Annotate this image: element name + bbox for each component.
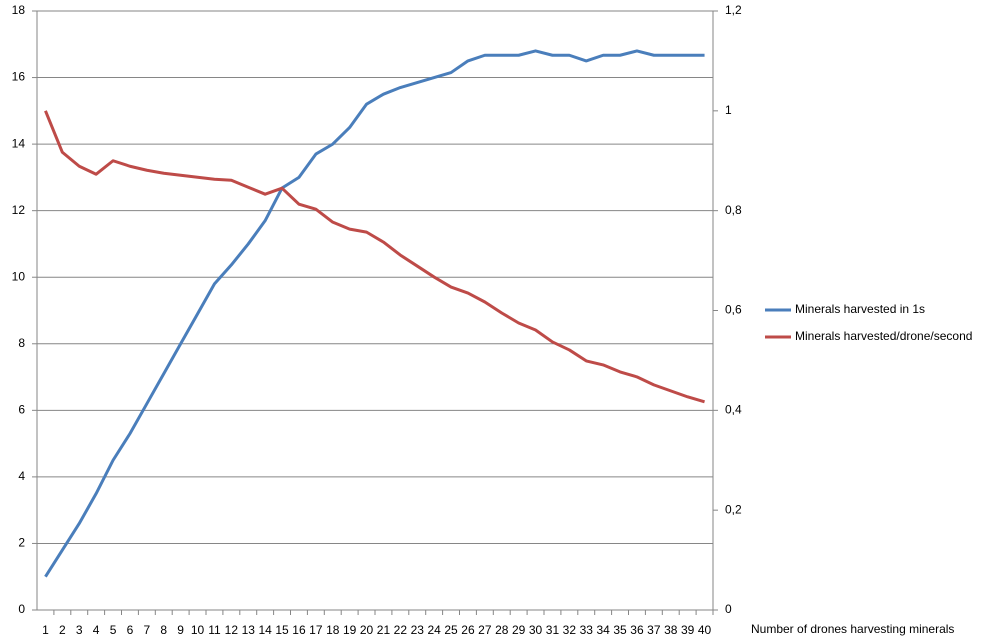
- y-tick-label: 6: [18, 403, 25, 417]
- y2-tick-label: 0: [725, 602, 732, 616]
- x-tick-label: 22: [394, 623, 408, 637]
- x-tick-label: 2: [59, 623, 66, 637]
- y-tick-label: 14: [12, 136, 26, 150]
- x-tick-label: 34: [596, 623, 610, 637]
- x-tick-label: 18: [326, 623, 340, 637]
- x-tick-label: 3: [76, 623, 83, 637]
- x-tick-label: 16: [292, 623, 306, 637]
- x-tick-label: 13: [242, 623, 256, 637]
- x-tick-label: 37: [647, 623, 661, 637]
- x-tick-label: 21: [377, 623, 391, 637]
- x-tick-label: 9: [177, 623, 184, 637]
- x-tick-label: 11: [208, 623, 221, 637]
- x-tick-label: 10: [191, 623, 205, 637]
- x-tick-label: 24: [427, 623, 441, 637]
- x-tick-label: 7: [144, 623, 151, 637]
- x-tick-label: 26: [461, 623, 475, 637]
- x-tick-label: 5: [110, 623, 117, 637]
- x-tick-label: 28: [495, 623, 509, 637]
- x-tick-label: 4: [93, 623, 100, 637]
- x-tick-label: 23: [411, 623, 425, 637]
- y-tick-label: 4: [18, 469, 25, 483]
- y2-tick-label: 0,6: [725, 303, 742, 317]
- x-tick-label: 33: [580, 623, 594, 637]
- y2-tick-label: 0,8: [725, 203, 742, 217]
- x-tick-label: 19: [343, 623, 357, 637]
- y-tick-label: 12: [12, 203, 26, 217]
- y-tick-label: 8: [18, 336, 25, 350]
- x-tick-label: 14: [258, 623, 272, 637]
- y-tick-label: 0: [18, 602, 25, 616]
- x-tick-label: 17: [309, 623, 323, 637]
- x-tick-label: 27: [478, 623, 492, 637]
- x-tick-label: 29: [512, 623, 526, 637]
- x-tick-label: 25: [444, 623, 458, 637]
- x-tick-label: 30: [529, 623, 543, 637]
- x-tick-label: 1: [42, 623, 49, 637]
- y2-tick-label: 1: [725, 103, 732, 117]
- x-tick-label: 32: [563, 623, 577, 637]
- x-tick-label: 36: [630, 623, 644, 637]
- x-tick-label: 31: [546, 623, 560, 637]
- y2-tick-label: 0,4: [725, 403, 742, 417]
- y-tick-label: 18: [12, 3, 26, 17]
- legend-label: Minerals harvested/drone/second: [795, 329, 972, 343]
- x-tick-label: 20: [360, 623, 374, 637]
- series-line: [44, 110, 705, 404]
- x-tick-label: 6: [127, 623, 134, 637]
- x-tick-label: 35: [613, 623, 627, 637]
- series-line: [44, 49, 705, 578]
- y2-tick-label: 0,2: [725, 502, 742, 516]
- y-tick-label: 10: [12, 269, 26, 283]
- x-tick-label: 38: [664, 623, 678, 637]
- x-tick-label: 8: [160, 623, 167, 637]
- x-axis-label: Number of drones harvesting minerals: [751, 622, 954, 636]
- y-tick-label: 2: [18, 536, 25, 550]
- y2-tick-label: 1,2: [725, 3, 742, 17]
- x-tick-label: 40: [698, 623, 712, 637]
- y-tick-label: 16: [12, 70, 26, 84]
- legend-label: Minerals harvested in 1s: [795, 302, 925, 316]
- x-tick-label: 39: [681, 623, 695, 637]
- x-tick-label: 15: [275, 623, 289, 637]
- x-tick-label: 12: [225, 623, 239, 637]
